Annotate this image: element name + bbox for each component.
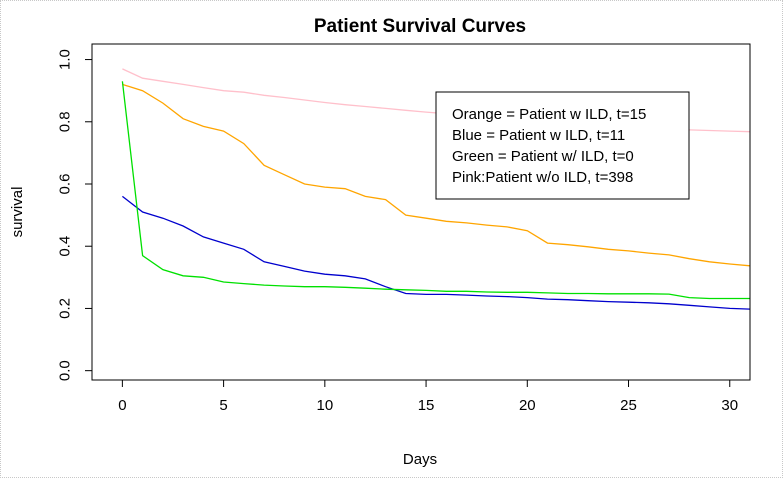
x-tick-label: 10: [316, 397, 333, 414]
x-axis-label: Days: [403, 451, 437, 468]
legend-box: [435, 91, 690, 200]
y-tick-label: 0.2: [57, 298, 74, 319]
y-tick-label: 1.0: [57, 49, 74, 70]
x-tick-label: 20: [519, 397, 536, 414]
legend-entry: Green = Patient w/ ILD, t=0: [452, 148, 634, 165]
x-tick-label: 5: [219, 397, 227, 414]
series-line: [122, 83, 751, 267]
y-tick-label: 0.6: [57, 174, 74, 195]
legend-entry: Blue = Patient w ILD, t=11: [452, 127, 625, 144]
y-tick-label: 0.8: [57, 111, 74, 132]
y-axis-label: survival: [9, 187, 26, 238]
series-line: [122, 195, 751, 310]
y-tick-label: 0.0: [57, 360, 74, 381]
x-axis: 0 5 10 15 20 25 30: [118, 379, 738, 414]
legend-entry: Orange = Patient w ILD, t=15: [452, 106, 646, 123]
legend: Orange = Patient w ILD, t=15 Blue = Pati…: [435, 91, 690, 200]
legend-entry: Pink:Patient w/o ILD, t=398: [452, 169, 633, 186]
x-tick-label: 30: [721, 397, 738, 414]
x-tick-label: 25: [620, 397, 637, 414]
series-line: [121, 81, 750, 300]
chart-title: Patient Survival Curves: [314, 16, 526, 37]
x-tick-label: 0: [118, 397, 126, 414]
y-axis: 0.0 0.2 0.4 0.6 0.8 1.0: [57, 49, 93, 381]
y-tick-label: 0.4: [57, 236, 74, 257]
x-tick-label: 15: [418, 397, 435, 414]
